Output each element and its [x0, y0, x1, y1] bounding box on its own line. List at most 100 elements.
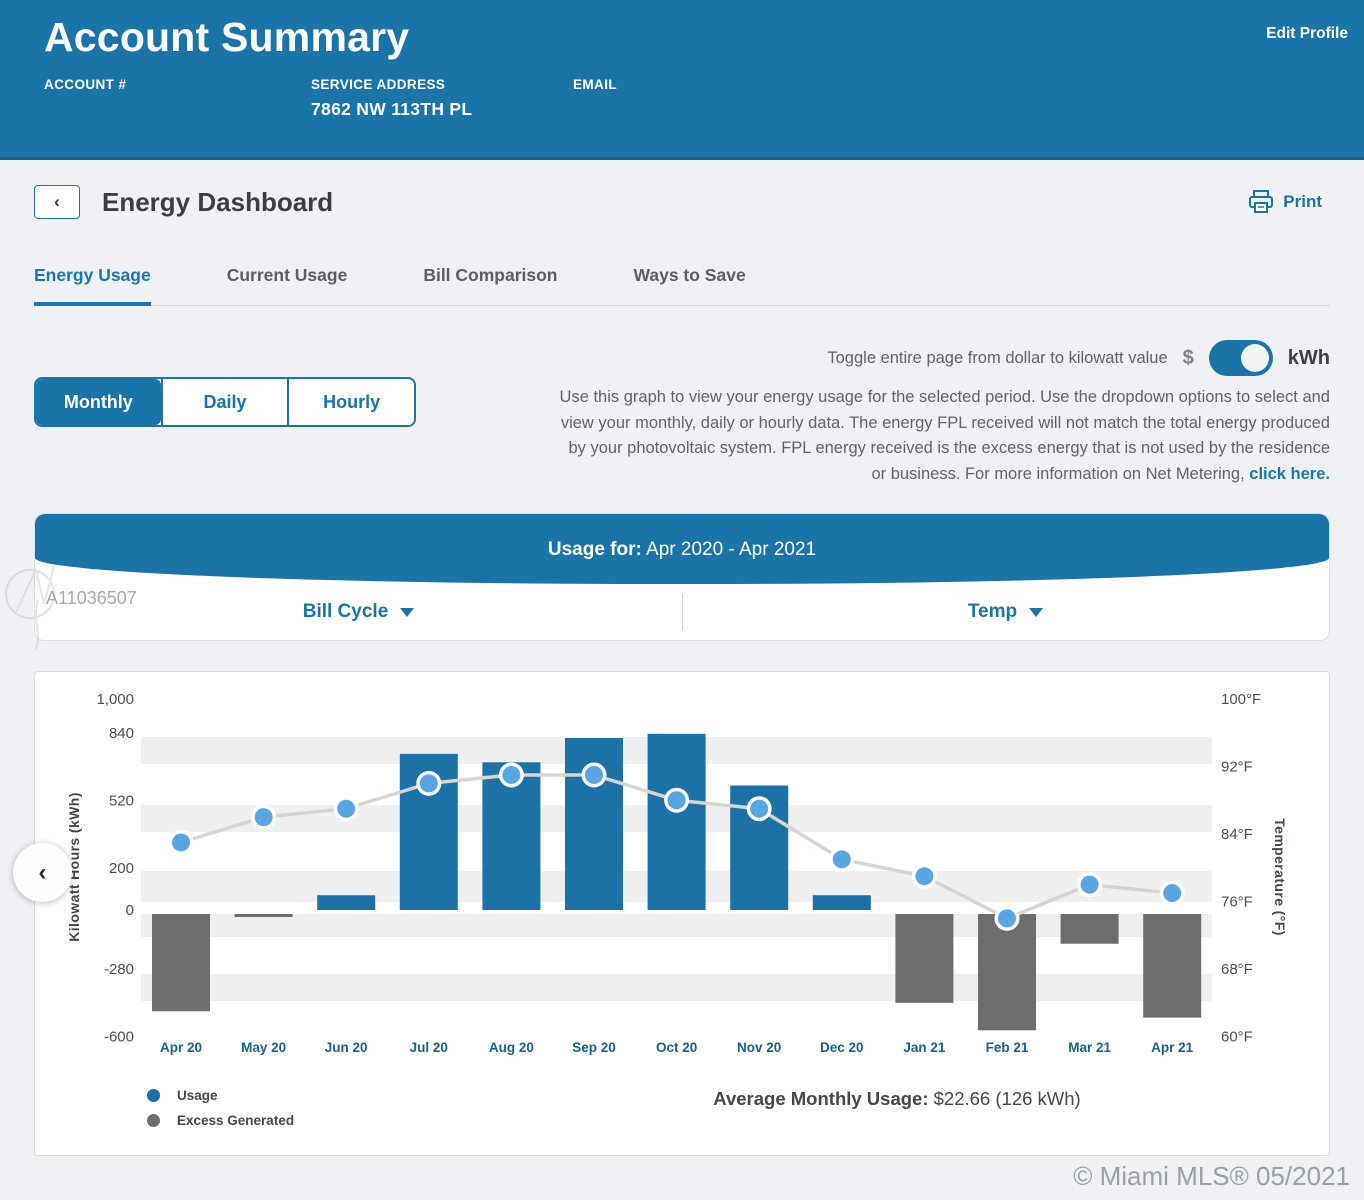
account-summary-header: Account Summary Edit Profile ACCOUNT # S… — [0, 0, 1364, 160]
grid-stripe — [141, 974, 1212, 1001]
y-axis-tick-right: 100°F — [1221, 691, 1261, 708]
average-usage-value: $22.66 (126 kWh) — [928, 1088, 1081, 1109]
temp-point-Nov-20[interactable] — [750, 799, 769, 818]
usage-for-label: Usage for: — [547, 539, 642, 560]
y-axis-tick-left: -600 — [104, 1029, 134, 1046]
y-axis-tick-right: 92°F — [1221, 759, 1253, 776]
dollar-label: $ — [1182, 346, 1194, 369]
switch-knob — [1240, 344, 1269, 372]
temp-point-Aug-20[interactable] — [502, 765, 521, 784]
average-usage-label: Average Monthly Usage: — [713, 1088, 929, 1109]
y-axis-tick-left: 0 — [126, 902, 134, 919]
x-axis-label: Nov 20 — [737, 1040, 781, 1055]
x-axis-label: Feb 21 — [986, 1040, 1029, 1055]
temp-point-Sep-20[interactable] — [585, 765, 603, 784]
page-title: Energy Dashboard — [102, 186, 334, 217]
toggle-description: Toggle entire page from dollar to kilowa… — [827, 348, 1168, 367]
legend-item-usage: Usage — [147, 1088, 294, 1103]
period-segmented-control: Monthly Daily Hourly — [34, 377, 416, 427]
click-here-link[interactable]: click here. — [1249, 464, 1330, 483]
y-axis-tick-left: 200 — [109, 860, 134, 877]
caret-down-icon — [400, 607, 415, 617]
back-button[interactable]: ‹ — [34, 185, 80, 219]
chart-legend: Usage Excess Generated — [147, 1088, 294, 1138]
temp-point-Jul-20[interactable] — [419, 774, 438, 793]
dropdown-divider — [682, 594, 683, 630]
temp-label: Temp — [967, 601, 1018, 622]
usage-bar-Mar-21[interactable] — [1060, 914, 1119, 944]
usage-temperature-chart: 1,000 840 520 200 0 -280 -600 100°F 92°F 84°F 76°F… — [66, 691, 1288, 1055]
usage-bar-Apr-20[interactable] — [152, 914, 210, 1012]
caret-down-icon — [1029, 607, 1044, 617]
tab-energy-usage[interactable]: Energy Usage — [34, 265, 151, 306]
x-axis-label: Sep 20 — [572, 1040, 616, 1055]
email-label: EMAIL — [573, 77, 617, 92]
account-number-label: ACCOUNT # — [44, 77, 127, 92]
usage-bar-Jan-21[interactable] — [895, 914, 954, 1003]
temp-point-Apr-21[interactable] — [1163, 884, 1182, 903]
dollar-kwh-toggle-row: Toggle entire page from dollar to kilowa… — [552, 340, 1330, 376]
service-address-value: 7862 NW 113TH PL — [311, 99, 473, 119]
temp-point-Oct-20[interactable] — [667, 791, 686, 810]
description-text: Use this graph to view your energy usage… — [559, 388, 1330, 483]
usage-bar-Jun-20[interactable] — [317, 895, 376, 910]
temp-point-Jan-21[interactable] — [915, 867, 934, 886]
dashboard-tabs: Energy Usage Current Usage Bill Comparis… — [34, 265, 1330, 306]
x-axis-label: Oct 20 — [656, 1040, 697, 1055]
edit-profile-link[interactable]: Edit Profile — [1266, 25, 1348, 42]
temp-point-May-20[interactable] — [254, 808, 273, 827]
usage-description: Use this graph to view your energy usage… — [552, 385, 1330, 487]
service-address-label: SERVICE ADDRESS — [311, 77, 446, 92]
bill-cycle-label: Bill Cycle — [302, 601, 389, 622]
x-axis-label: Dec 20 — [820, 1040, 864, 1055]
left-axis-title: Kilowatt Hours (kWh) — [66, 792, 82, 942]
mls-footer-watermark: © Miami MLS® 05/2021 — [1073, 1161, 1350, 1191]
hourly-button[interactable]: Hourly — [287, 379, 414, 425]
excess-legend-dot-icon — [147, 1114, 160, 1127]
y-axis-tick-left: -280 — [104, 961, 134, 978]
temp-point-Feb-21[interactable] — [998, 909, 1016, 928]
tab-label: Current Usage — [226, 265, 348, 285]
tab-current-usage[interactable]: Current Usage — [227, 265, 348, 305]
y-axis-tick-left: 520 — [109, 792, 134, 809]
tab-label: Energy Usage — [34, 265, 151, 285]
y-axis-tick-left: 1,000 — [96, 691, 134, 708]
usage-bar-Apr-21[interactable] — [1143, 914, 1202, 1018]
monthly-button[interactable]: Monthly — [36, 379, 161, 425]
x-axis-label: Apr 21 — [1151, 1040, 1194, 1055]
legend-item-excess-generated: Excess Generated — [147, 1113, 294, 1128]
daily-button[interactable]: Daily — [160, 379, 288, 425]
y-axis-tick-left: 840 — [109, 725, 134, 742]
x-axis-label: Jun 20 — [325, 1040, 368, 1055]
x-axis-label: Aug 20 — [489, 1040, 534, 1055]
legend-label: Usage — [177, 1088, 218, 1103]
y-axis-tick-right: 68°F — [1221, 961, 1253, 978]
mls-watermark-logo — [5, 565, 55, 651]
usage-bar-Feb-21[interactable] — [978, 914, 1036, 1031]
chart-dropdowns-row: Bill Cycle Temp — [35, 584, 1329, 640]
legend-label: Excess Generated — [177, 1113, 295, 1128]
y-axis-tick-right: 84°F — [1221, 826, 1253, 843]
page-header-title: Account Summary — [44, 14, 410, 60]
tab-label: Bill Comparison — [423, 265, 558, 285]
temp-dropdown[interactable]: Temp — [682, 601, 1329, 623]
bill-cycle-dropdown[interactable]: Bill Cycle — [35, 601, 682, 623]
chart-previous-button[interactable]: ‹ — [13, 843, 72, 902]
x-axis-label: Jan 21 — [903, 1040, 946, 1055]
temp-point-Apr-20[interactable] — [172, 833, 190, 852]
temp-point-Dec-20[interactable] — [832, 850, 851, 869]
print-label: Print — [1283, 192, 1322, 211]
energy-usage-chart-card: 1,000 840 520 200 0 -280 -600 100°F 92°F 84°F 76°F… — [34, 671, 1330, 1156]
y-axis-tick-right: 76°F — [1221, 894, 1253, 911]
dollar-kwh-switch[interactable] — [1208, 340, 1273, 376]
usage-bar-Oct-20[interactable] — [647, 733, 706, 910]
temp-point-Jun-20[interactable] — [337, 799, 356, 818]
print-button[interactable]: Print — [1248, 190, 1322, 214]
tab-ways-to-save[interactable]: Ways to Save — [634, 265, 746, 305]
tab-bill-comparison[interactable]: Bill Comparison — [423, 265, 557, 305]
usage-bar-Dec-20[interactable] — [812, 895, 871, 910]
grid-stripe — [141, 914, 1212, 937]
x-axis-label: Jul 20 — [410, 1040, 448, 1055]
temp-point-Mar-21[interactable] — [1080, 875, 1099, 894]
usage-bar-May-20[interactable] — [234, 914, 293, 917]
